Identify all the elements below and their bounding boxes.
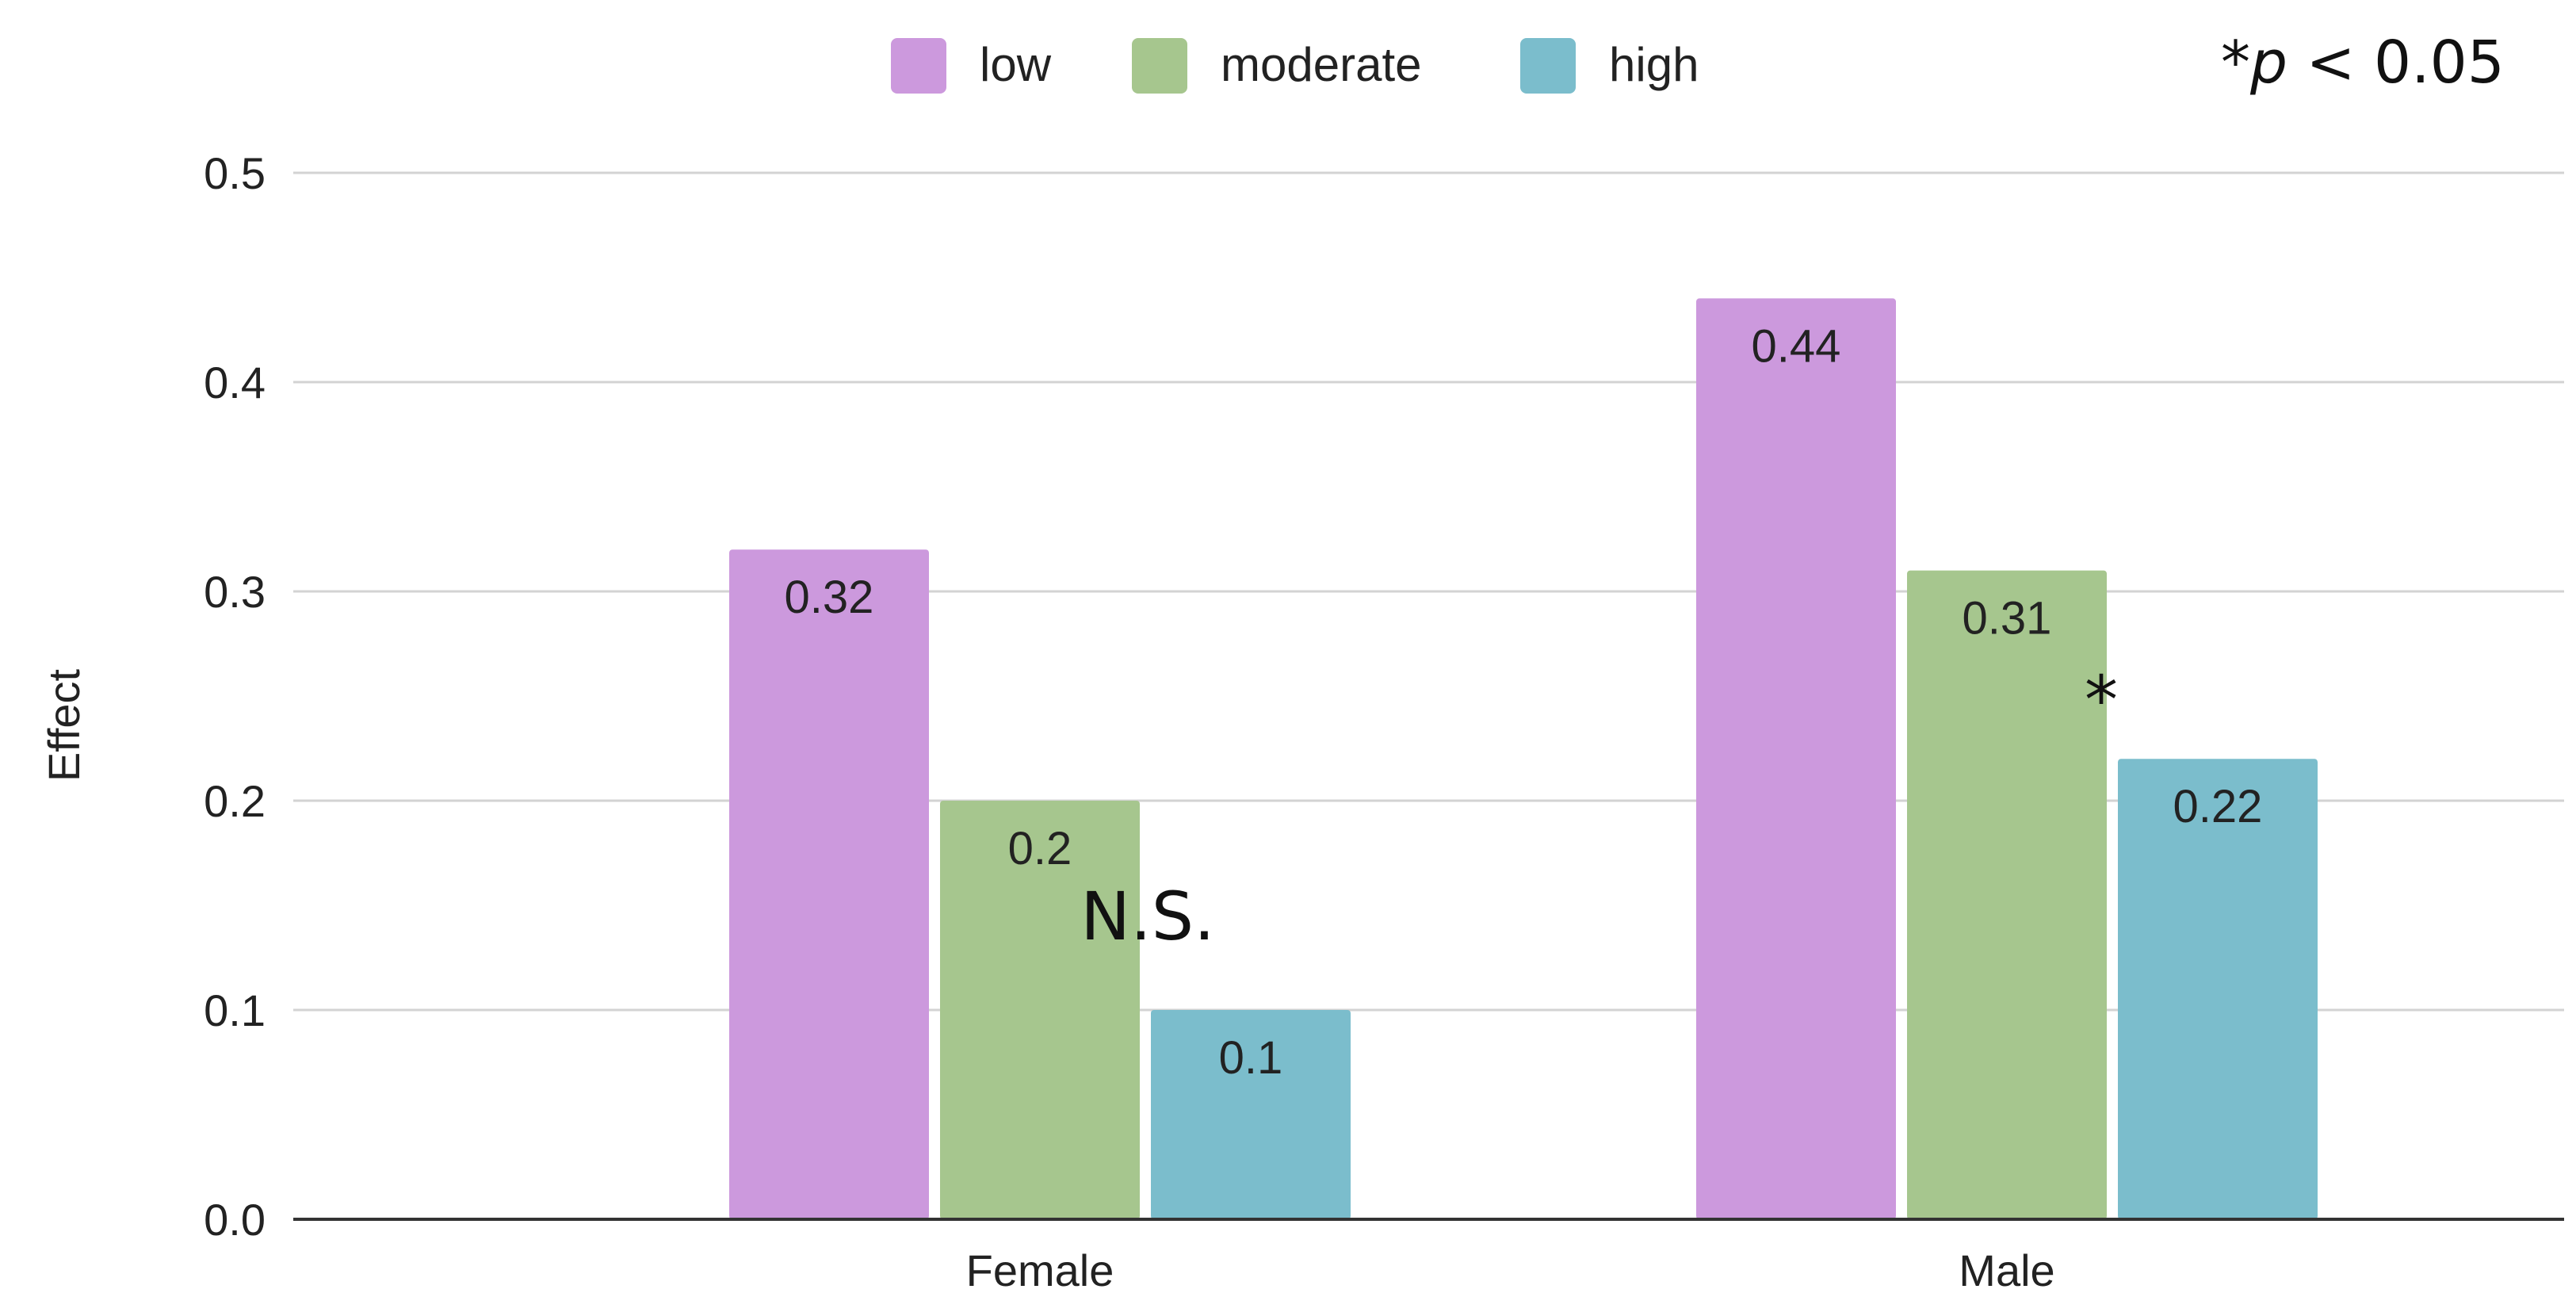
bar-moderate-male	[1907, 570, 2107, 1219]
legend-swatch-moderate	[1132, 38, 1187, 94]
y-tick-label: 0.4	[204, 358, 266, 407]
bar-high-female	[1151, 1010, 1351, 1219]
significance-note-asterisk: *	[2221, 29, 2250, 97]
data-labels: 0.32 0.2 0.1 0.44 0.31 0.22	[785, 320, 2263, 1084]
data-label-moderate-male: 0.31	[1963, 593, 2052, 645]
y-tick-label: 0.3	[204, 567, 266, 617]
axes: 0.0 0.1 0.2 0.3 0.4 0.5 Female Male Effect	[39, 148, 2564, 1293]
y-axis-title: Effect	[39, 668, 89, 782]
bar-low-female	[729, 549, 929, 1219]
legend-label-moderate: moderate	[1221, 38, 1421, 91]
annotations: *p < 0.05N.S.*	[1080, 29, 2505, 955]
legend: low moderate high	[891, 38, 1699, 94]
legend-swatch-high	[1520, 38, 1576, 94]
y-tick-label: 0.5	[204, 148, 266, 198]
legend-swatch-low	[891, 38, 946, 94]
x-category-label: Female	[966, 1245, 1114, 1289]
bar-low-male	[1696, 298, 1896, 1219]
y-tick-label: 0.1	[204, 985, 266, 1035]
significance-note-threshold: < 0.05	[2287, 29, 2505, 97]
data-label-low-male: 0.44	[1752, 320, 1841, 372]
legend-label-high: high	[1609, 38, 1699, 91]
significant-marker: *	[2085, 661, 2118, 739]
y-tick-label: 0.2	[204, 776, 266, 826]
bar-high-male	[2118, 759, 2318, 1219]
data-label-low-female: 0.32	[785, 572, 874, 623]
legend-label-low: low	[980, 38, 1052, 91]
y-tick-label: 0.0	[204, 1195, 266, 1245]
significance-note: *p < 0.05	[2221, 29, 2505, 97]
bar-moderate-female	[940, 801, 1140, 1219]
not-significant-marker: N.S.	[1080, 878, 1215, 955]
x-category-label: Male	[1959, 1245, 2054, 1289]
bars	[729, 298, 2318, 1219]
data-label-moderate-female: 0.2	[1008, 823, 1072, 874]
significance-note-variable: p	[2249, 29, 2287, 97]
data-label-high-male: 0.22	[2173, 781, 2263, 832]
data-label-high-female: 0.1	[1219, 1032, 1283, 1084]
